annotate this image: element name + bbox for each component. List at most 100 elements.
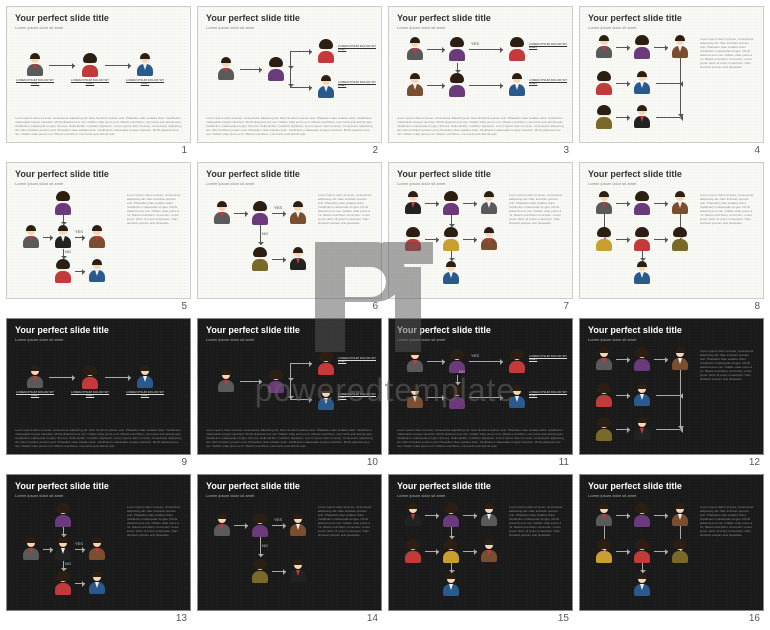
arrow <box>463 551 477 552</box>
person-icon <box>632 383 652 407</box>
person-icon <box>507 73 527 97</box>
person-caption: LOREM IPSUM DOLOR SIT AMET <box>338 393 378 399</box>
arrow <box>272 571 286 572</box>
person-icon <box>441 227 461 251</box>
body-text: Lorem ipsum dolor sit amet, consectetur … <box>700 505 755 537</box>
slide-title: Your perfect slide title <box>206 13 300 23</box>
arrow <box>63 249 64 259</box>
person-icon <box>87 537 107 561</box>
slide-thumbnail[interactable]: Your perfect slide titleLorem ipsum dolo… <box>6 6 191 143</box>
arrow <box>469 49 503 50</box>
slide-thumbnail[interactable]: Your perfect slide titleLorem ipsum dolo… <box>197 474 382 611</box>
arrow <box>240 69 262 70</box>
slide-thumbnail[interactable]: Your perfect slide title Lorem ipsum dolo… <box>579 6 764 143</box>
slide-thumbnail[interactable]: Your perfect slide title Lorem ipsum dolo… <box>579 162 764 299</box>
slide-thumbnail[interactable]: Your perfect slide titleLorem ipsum dolo… <box>6 318 191 455</box>
arrow <box>656 395 680 396</box>
slide-thumbnail[interactable]: Your perfect slide titleLorem ipsum dolo… <box>197 6 382 143</box>
slide-number: 9 <box>6 455 191 468</box>
slide-thumbnail[interactable]: Your perfect slide titleLorem ipsum dolo… <box>388 6 573 143</box>
person-icon <box>21 225 41 249</box>
arrow <box>63 527 64 537</box>
person-icon <box>87 259 107 283</box>
person-icon <box>441 573 461 597</box>
diagram-area: LOREM IPSUM DOLOR SIT AMETLOREM IPSUM DO… <box>206 347 373 426</box>
slide-cell: Your perfect slide titleLorem ipsum dolo… <box>197 162 382 312</box>
diagram-area: YESNO <box>15 191 105 270</box>
person-caption: LOREM IPSUM DOLOR SIT AMET <box>70 79 110 85</box>
arrow <box>654 359 668 360</box>
slide-subtitle: Lorem ipsum dolor sit amet <box>15 25 63 30</box>
slide-thumbnail[interactable]: Your perfect slide titleLorem ipsum dolo… <box>579 318 764 455</box>
slide-number: 8 <box>579 299 764 312</box>
person-icon <box>403 503 423 527</box>
slide-title: Your perfect slide title <box>588 13 682 23</box>
person-icon <box>441 503 461 527</box>
arrow <box>425 551 439 552</box>
person-icon <box>594 71 614 95</box>
slide-thumbnail[interactable]: Your perfect slide title Lorem ipsum dolo… <box>388 162 573 299</box>
slide-number: 5 <box>6 299 191 312</box>
slide-cell: Your perfect slide titleLorem ipsum dolo… <box>388 318 573 468</box>
slide-thumbnail[interactable]: Your perfect slide titleLorem ipsum dolo… <box>6 474 191 611</box>
slide-title: Your perfect slide title <box>588 169 682 179</box>
slide-thumbnail[interactable]: Your perfect slide titleLorem ipsum dolo… <box>197 318 382 455</box>
person-icon <box>405 37 425 61</box>
slide-thumbnail[interactable]: Your perfect slide titleLorem ipsum dolo… <box>197 162 382 299</box>
arrow <box>469 85 503 86</box>
slide-cell: Your perfect slide titleLorem ipsum dolo… <box>388 6 573 156</box>
person-icon <box>479 503 499 527</box>
arrow <box>616 47 630 48</box>
slide-number: 7 <box>388 299 573 312</box>
slide-subtitle: Lorem ipsum dolor sit amet <box>588 337 636 342</box>
person-icon <box>479 539 499 563</box>
slide-cell: Your perfect slide title Lorem ipsum dolo… <box>388 474 573 624</box>
slide-cell: Your perfect slide titleLorem ipsum dolo… <box>197 474 382 624</box>
person-icon <box>212 201 232 225</box>
slide-thumbnail[interactable]: Your perfect slide titleLorem ipsum dolo… <box>388 318 573 455</box>
slide-title: Your perfect slide title <box>397 13 491 23</box>
arrow <box>290 51 291 69</box>
arrow <box>616 239 630 240</box>
person-icon <box>53 225 73 249</box>
slide-title: Your perfect slide title <box>588 481 682 491</box>
person-icon <box>53 259 73 283</box>
arrow <box>427 397 445 398</box>
body-text: Lorem ipsum dolor sit amet, consectetur … <box>509 193 564 225</box>
slide-thumbnail[interactable]: Your perfect slide title Lorem ipsum dolo… <box>388 474 573 611</box>
person-caption: LOREM IPSUM DOLOR SIT AMET <box>125 79 165 85</box>
arrow <box>616 203 630 204</box>
arrow <box>290 51 312 52</box>
slide-subtitle: Lorem ipsum dolor sit amet <box>588 181 636 186</box>
slide-subtitle: Lorem ipsum dolor sit amet <box>588 493 636 498</box>
arrow <box>656 429 680 430</box>
slide-subtitle: Lorem ipsum dolor sit amet <box>206 493 254 498</box>
body-text: Lorem ipsum dolor sit amet, consectetur … <box>700 349 755 381</box>
arrow <box>63 215 64 225</box>
body-text: Lorem ipsum dolor sit amet, consectetur … <box>509 505 564 537</box>
decision-label: YES <box>471 353 479 358</box>
arrow <box>272 213 286 214</box>
body-text: Lorem ipsum dolor sit amet, consectetur … <box>700 37 755 69</box>
diagram-area <box>397 191 487 270</box>
arrow <box>463 203 477 204</box>
slide-number: 10 <box>197 455 382 468</box>
slide-subtitle: Lorem ipsum dolor sit amet <box>206 337 254 342</box>
slide-thumbnail[interactable]: Your perfect slide title Lorem ipsum dolo… <box>579 474 764 611</box>
slide-title: Your perfect slide title <box>397 481 491 491</box>
slide-number: 13 <box>6 611 191 624</box>
person-icon <box>266 369 286 393</box>
arrow <box>654 515 668 516</box>
arrow <box>654 47 668 48</box>
slide-thumbnail[interactable]: Your perfect slide titleLorem ipsum dolo… <box>6 162 191 299</box>
person-caption: LOREM IPSUM DOLOR SIT AMET <box>529 43 569 49</box>
body-text: Lorem ipsum dolor sit amet, consectetur … <box>700 193 755 225</box>
person-icon <box>250 247 270 271</box>
slide-title: Your perfect slide title <box>397 169 491 179</box>
person-icon <box>632 227 652 251</box>
arrow <box>656 83 680 84</box>
slide-number: 11 <box>388 455 573 468</box>
arrow <box>427 85 445 86</box>
person-icon <box>594 105 614 129</box>
person-caption: LOREM IPSUM DOLOR SIT AMET <box>338 357 378 363</box>
